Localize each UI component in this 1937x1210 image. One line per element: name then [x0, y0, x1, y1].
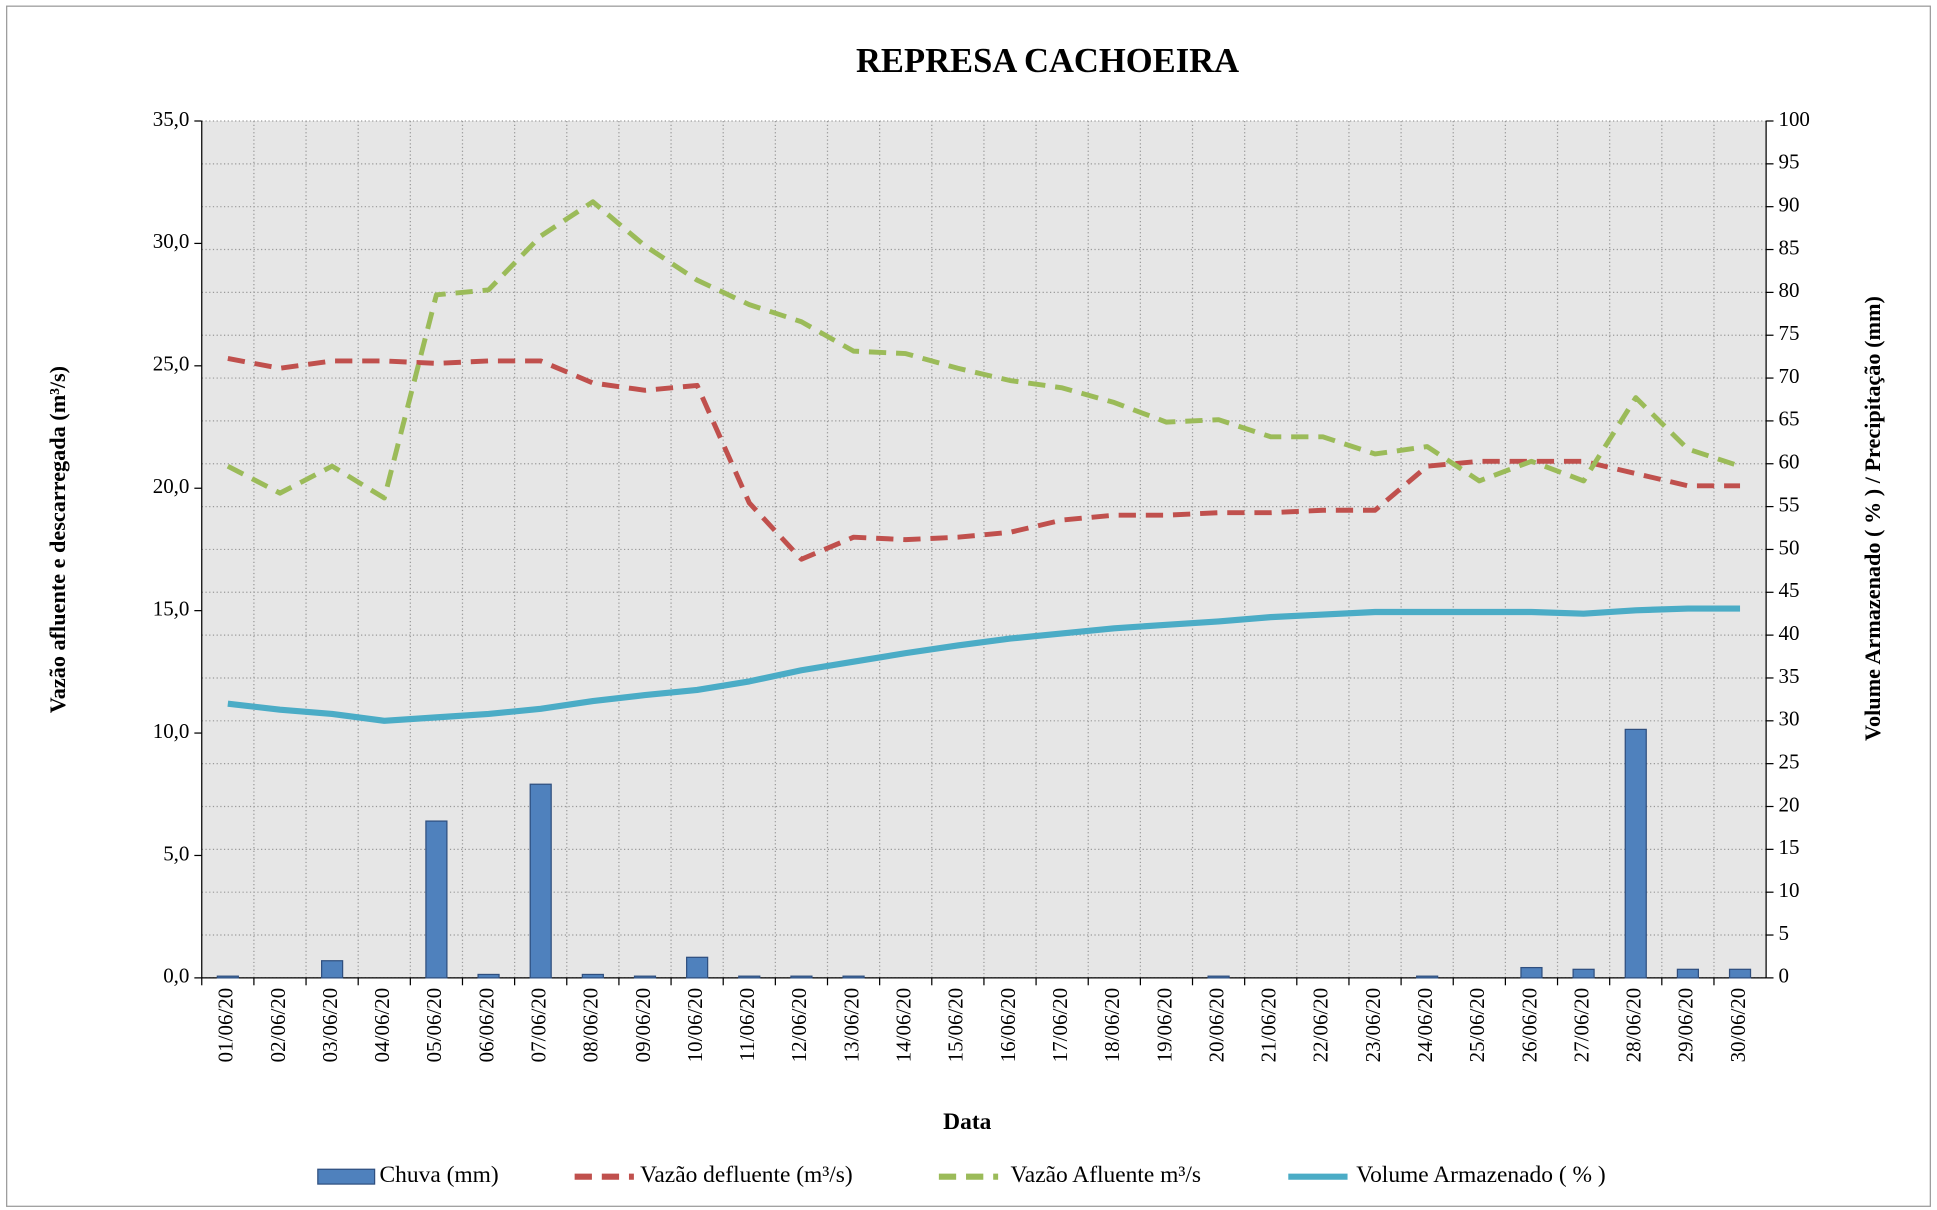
- x-axis-label: Data: [943, 1109, 991, 1135]
- x-tick-label: 14/06/20: [892, 988, 916, 1063]
- bar: [1676, 968, 1700, 979]
- x-tick-label: 16/06/20: [996, 988, 1020, 1063]
- series-line: [227, 356, 1741, 562]
- y2-tick-label: 50: [1778, 535, 1799, 559]
- y2-tick-label: 80: [1778, 278, 1799, 302]
- x-tick-label: 12/06/20: [787, 988, 811, 1063]
- legend-swatch: [317, 1168, 376, 1185]
- y2-tick-label: 25: [1778, 749, 1799, 773]
- y2-tick-label: 90: [1778, 193, 1799, 217]
- y-tick-label: 35,0: [153, 107, 190, 131]
- y2-tick-label: 40: [1778, 621, 1799, 645]
- legend-label: Chuva (mm): [380, 1162, 499, 1188]
- bar: [529, 783, 552, 979]
- y2-tick-label: 45: [1778, 578, 1799, 602]
- y2-tick-label: 100: [1778, 107, 1809, 131]
- x-tick-label: 11/06/20: [735, 988, 759, 1062]
- x-tick-label: 04/06/20: [370, 988, 394, 1063]
- legend-label: Vazão Afluente m³/s: [1010, 1162, 1201, 1188]
- x-tick-label: 25/06/20: [1465, 988, 1489, 1063]
- y2-tick-label: 55: [1778, 492, 1799, 516]
- bar: [216, 975, 239, 979]
- y-tick-label: 15,0: [153, 596, 190, 620]
- legend-label: Vazão defluente (m³/s): [640, 1162, 853, 1188]
- bar: [425, 820, 448, 979]
- bar: [1520, 966, 1543, 979]
- y-axis-label: Vazão afluente e descarregada (m³/s): [45, 366, 70, 713]
- bar: [1572, 968, 1595, 979]
- y2-tick-label: 10: [1778, 878, 1799, 902]
- bar: [1624, 728, 1647, 979]
- bar: [633, 975, 657, 979]
- bar: [738, 975, 761, 979]
- x-tick-label: 01/06/20: [214, 988, 238, 1063]
- x-tick-label: 10/06/20: [683, 988, 707, 1063]
- x-tick-label: 07/06/20: [527, 988, 551, 1063]
- bar: [842, 975, 865, 979]
- y2-tick-label: 60: [1778, 450, 1799, 474]
- y-tick-label: 20,0: [153, 474, 190, 498]
- y2-tick-label: 15: [1778, 835, 1799, 859]
- x-tick-label: 19/06/20: [1152, 988, 1176, 1063]
- x-tick-label: 30/06/20: [1726, 988, 1750, 1063]
- y2-tick-label: 20: [1778, 792, 1799, 816]
- y-tick-label: 5,0: [163, 841, 189, 865]
- y2-tick-label: 35: [1778, 664, 1799, 688]
- x-tick-label: 24/06/20: [1413, 988, 1437, 1063]
- x-tick-label: 02/06/20: [266, 988, 290, 1063]
- y2-tick-label: 85: [1778, 235, 1799, 259]
- bar: [321, 960, 344, 979]
- y2-tick-label: 30: [1778, 707, 1799, 731]
- x-tick-label: 23/06/20: [1361, 988, 1385, 1063]
- x-tick-label: 13/06/20: [839, 988, 863, 1063]
- x-tick-label: 26/06/20: [1517, 988, 1541, 1063]
- x-tick-label: 18/06/20: [1100, 988, 1124, 1063]
- y2-tick-label: 75: [1778, 321, 1799, 345]
- x-tick-label: 15/06/20: [944, 988, 968, 1063]
- x-tick-label: 05/06/20: [422, 988, 446, 1063]
- x-tick-label: 22/06/20: [1309, 988, 1333, 1063]
- x-tick-label: 08/06/20: [579, 988, 603, 1063]
- y2-tick-label: 70: [1778, 364, 1799, 388]
- y2-tick-label: 5: [1778, 921, 1788, 945]
- y-tick-label: 30,0: [153, 229, 190, 253]
- bar: [1207, 975, 1230, 979]
- bar: [1728, 968, 1752, 979]
- bar: [790, 975, 813, 979]
- bar: [581, 973, 604, 979]
- series-line: [227, 605, 1741, 724]
- y2-axis-label: Volume Armazenado ( % ) / Precipitação (…: [1860, 296, 1885, 741]
- bar: [1416, 975, 1439, 979]
- chart-title: REPRESA CACHOEIRA: [856, 42, 1239, 80]
- x-tick-label: 06/06/20: [474, 988, 498, 1063]
- bar: [477, 973, 500, 979]
- series-line: [226, 199, 1741, 501]
- x-tick-label: 17/06/20: [1048, 988, 1072, 1063]
- x-tick-label: 29/06/20: [1674, 988, 1698, 1063]
- x-tick-label: 03/06/20: [318, 988, 342, 1063]
- legend-label: Volume Armazenado ( % ): [1356, 1162, 1606, 1188]
- y2-tick-label: 95: [1778, 150, 1799, 174]
- y2-tick-label: 0: [1778, 964, 1788, 988]
- y-tick-label: 10,0: [153, 719, 190, 743]
- x-tick-label: 09/06/20: [631, 988, 655, 1063]
- x-tick-label: 28/06/20: [1622, 988, 1646, 1063]
- y2-tick-label: 65: [1778, 407, 1799, 431]
- x-tick-label: 21/06/20: [1257, 988, 1281, 1063]
- y-tick-label: 25,0: [153, 352, 190, 376]
- x-tick-label: 27/06/20: [1569, 988, 1593, 1063]
- bar: [686, 956, 709, 979]
- y-tick-label: 0,0: [163, 964, 189, 988]
- x-tick-label: 20/06/20: [1204, 988, 1228, 1063]
